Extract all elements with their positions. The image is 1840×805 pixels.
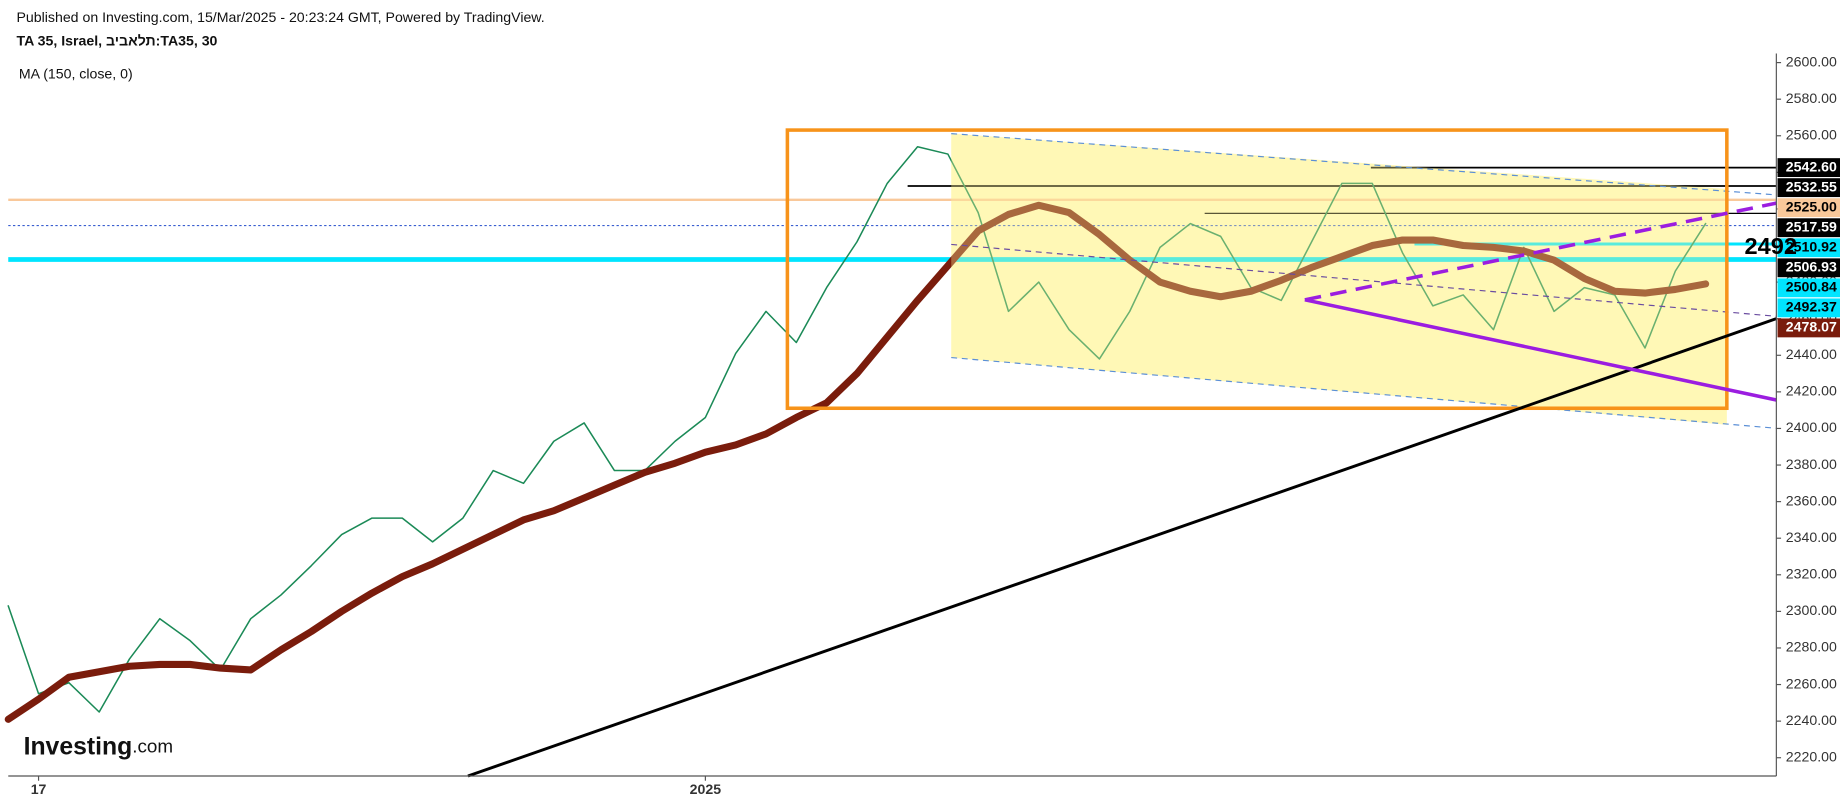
y-tick-label: 2400.00 bbox=[1786, 419, 1837, 435]
symbol: TA 35, Israel, תלאביב:TA35, 30 bbox=[17, 32, 218, 48]
y-tick-label: 2300.00 bbox=[1786, 602, 1837, 618]
y-tick-label: 2260.00 bbox=[1786, 675, 1837, 691]
y-tick-label: 2440.00 bbox=[1786, 346, 1837, 362]
y-tick-label: 2380.00 bbox=[1786, 456, 1837, 472]
price-tag bbox=[1777, 278, 1840, 298]
channel-mid bbox=[951, 243, 1777, 317]
channel-bottom bbox=[951, 356, 1777, 429]
x-tick-label: 17 bbox=[31, 781, 47, 797]
price-tag-label: 2525.00 bbox=[1786, 198, 1837, 214]
price-tag-label: 2500.84 bbox=[1786, 279, 1837, 295]
purple-line bbox=[1304, 298, 1777, 402]
price-tag-label: 2532.55 bbox=[1786, 178, 1837, 194]
published-note: Published on Investing.com, 15/Mar/2025 … bbox=[17, 9, 545, 25]
price-tag bbox=[1777, 238, 1840, 258]
purple-dashed bbox=[1304, 201, 1777, 302]
series-line bbox=[4, 201, 1710, 723]
y-tick-label: 2220.00 bbox=[1786, 748, 1837, 764]
range-box bbox=[785, 128, 1729, 411]
price-tag-label: 2517.59 bbox=[1786, 218, 1837, 234]
price-tag-label: 2506.93 bbox=[1786, 259, 1837, 275]
price-tag bbox=[1777, 198, 1840, 218]
x-tick-label: 2025 bbox=[690, 781, 722, 797]
price-tag bbox=[1777, 258, 1840, 278]
trendline bbox=[467, 317, 1777, 778]
y-tick-label: 2360.00 bbox=[1786, 492, 1837, 508]
price-tag bbox=[1777, 298, 1840, 318]
price-tag bbox=[1777, 318, 1840, 338]
y-tick-label: 2580.00 bbox=[1786, 90, 1837, 106]
axes: 2220.00 2240.00 2260.00 2280.00 2300.00 2320.… bbox=[31, 53, 1840, 797]
drawings bbox=[467, 128, 1777, 778]
price-tag-label: 2510.92 bbox=[1786, 238, 1837, 254]
logo: Investing.com bbox=[24, 733, 174, 760]
channel-tint bbox=[951, 133, 1727, 425]
price-tag bbox=[1777, 158, 1840, 178]
drawings-under bbox=[8, 133, 1777, 425]
series-line bbox=[7, 145, 1707, 713]
price-tag-label: 2492.37 bbox=[1786, 299, 1837, 315]
plot bbox=[4, 145, 1710, 723]
channel-fill bbox=[951, 133, 1727, 425]
price-tag bbox=[1777, 218, 1840, 238]
price-tag-label: 2478.07 bbox=[1786, 319, 1837, 335]
y-tick-label: 2320.00 bbox=[1786, 566, 1837, 582]
annotation: 2492 bbox=[1745, 233, 1797, 259]
y-tick-label: 2280.00 bbox=[1786, 639, 1837, 655]
y-tick-label: 2560.00 bbox=[1786, 127, 1837, 143]
indicator-label: MA (150, close, 0) bbox=[19, 65, 133, 81]
y-tick-label: 2420.00 bbox=[1786, 383, 1837, 399]
price-tag bbox=[1777, 178, 1840, 198]
y-tick-label: 2340.00 bbox=[1786, 529, 1837, 545]
y-tick-label: 2600.00 bbox=[1786, 53, 1837, 69]
y-tick-label: 2240.00 bbox=[1786, 712, 1837, 728]
price-tag-label: 2542.60 bbox=[1786, 158, 1837, 174]
